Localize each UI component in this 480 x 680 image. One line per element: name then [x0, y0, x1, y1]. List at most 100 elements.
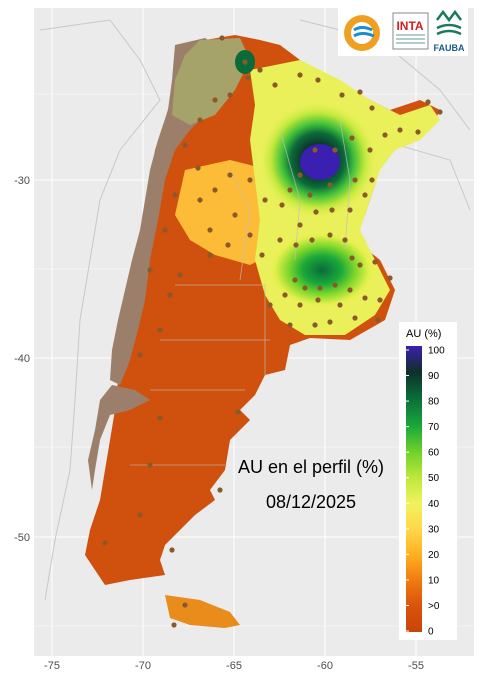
station-point — [207, 252, 213, 258]
station-point — [282, 292, 288, 298]
station-point — [347, 207, 353, 213]
fauba-logo-text: FAUBA — [434, 43, 465, 53]
station-point — [227, 92, 233, 98]
station-point — [425, 99, 431, 105]
station-point — [262, 197, 268, 203]
station-point — [369, 177, 375, 183]
legend-tick-label: 80 — [428, 397, 440, 408]
station-point — [327, 182, 333, 188]
station-point — [157, 327, 163, 333]
station-point — [247, 177, 253, 183]
x-axis-ticks: -75 -70 -65 -60 -55 — [44, 660, 424, 672]
station-point — [327, 319, 333, 325]
legend-tick-label: 10 — [428, 575, 440, 586]
station-point — [257, 67, 263, 73]
station-point — [362, 295, 368, 301]
station-point — [287, 322, 293, 328]
station-point — [415, 129, 421, 135]
x-tick-label: -60 — [317, 660, 333, 672]
map-title: AU en el perfil (%) — [238, 457, 384, 477]
station-point — [357, 262, 363, 268]
station-point — [397, 127, 403, 133]
legend-tick-label: >0 — [428, 601, 440, 612]
station-point — [292, 277, 298, 283]
station-point — [362, 192, 368, 198]
station-point — [287, 187, 293, 193]
legend-tick-label: 50 — [428, 473, 440, 484]
station-points — [102, 35, 443, 628]
station-point — [297, 302, 303, 308]
station-point — [317, 285, 323, 291]
station-point — [297, 172, 303, 178]
station-point — [377, 297, 383, 303]
station-point — [147, 267, 153, 273]
station-point — [375, 317, 381, 323]
wet-core-south — [267, 230, 377, 310]
station-point — [157, 415, 163, 421]
station-point — [332, 147, 338, 153]
station-point — [212, 187, 218, 193]
station-point — [349, 255, 355, 261]
legend-ticks: 100 90 80 70 60 50 40 30 20 10 >0 0 — [406, 346, 445, 638]
legend-tick-label: 30 — [428, 524, 440, 535]
legend-tick-label: 100 — [428, 346, 445, 357]
station-point — [315, 297, 321, 303]
station-point — [329, 207, 335, 213]
legend: AU (%) 100 90 80 70 60 50 40 30 20 10 >0 0 — [399, 322, 457, 640]
y-tick-label: -40 — [14, 353, 30, 365]
legend-tick-label: 90 — [428, 371, 440, 382]
legend-colorbar — [406, 346, 422, 632]
station-point — [369, 105, 375, 111]
y-tick-label: -30 — [14, 175, 30, 187]
station-point — [382, 132, 388, 138]
unknown-logo-icon — [344, 15, 380, 51]
station-point — [172, 192, 178, 198]
station-point — [293, 242, 299, 248]
wet-core-north-deep — [300, 144, 340, 180]
station-point — [217, 487, 223, 493]
station-point — [147, 462, 153, 468]
andes-no-data-south — [88, 385, 150, 490]
x-tick-label: -70 — [135, 660, 151, 672]
station-point — [247, 232, 253, 238]
station-point — [167, 292, 173, 298]
station-point — [235, 409, 241, 415]
inta-logo-icon: INTA — [392, 12, 429, 50]
station-point — [372, 259, 378, 265]
station-point — [162, 227, 168, 233]
station-point — [169, 547, 175, 553]
legend-tick-label: 70 — [428, 422, 440, 433]
station-point — [245, 75, 251, 81]
station-point — [297, 222, 303, 228]
station-point — [309, 237, 315, 243]
station-point — [197, 197, 203, 203]
station-point — [312, 322, 318, 328]
station-point — [182, 142, 188, 148]
station-point — [313, 209, 319, 215]
y-tick-label: -50 — [14, 532, 30, 544]
station-point — [297, 72, 303, 78]
station-point — [207, 227, 213, 233]
station-point — [279, 202, 285, 208]
station-point — [219, 35, 225, 41]
station-point — [312, 147, 318, 153]
station-point — [195, 165, 201, 171]
station-point — [342, 237, 348, 243]
station-point — [352, 315, 358, 321]
x-tick-label: -55 — [408, 660, 424, 672]
station-point — [182, 602, 188, 608]
station-point — [352, 177, 358, 183]
province-borders — [130, 119, 351, 466]
station-point — [332, 282, 338, 288]
inta-logo-text: INTA — [396, 19, 423, 33]
station-point — [259, 252, 265, 258]
station-point — [349, 135, 355, 141]
station-point — [225, 242, 231, 248]
station-point — [315, 77, 321, 83]
andes-no-data — [110, 38, 225, 385]
station-point — [171, 622, 177, 628]
x-tick-label: -75 — [44, 660, 60, 672]
station-point — [307, 192, 313, 198]
station-point — [277, 237, 283, 243]
